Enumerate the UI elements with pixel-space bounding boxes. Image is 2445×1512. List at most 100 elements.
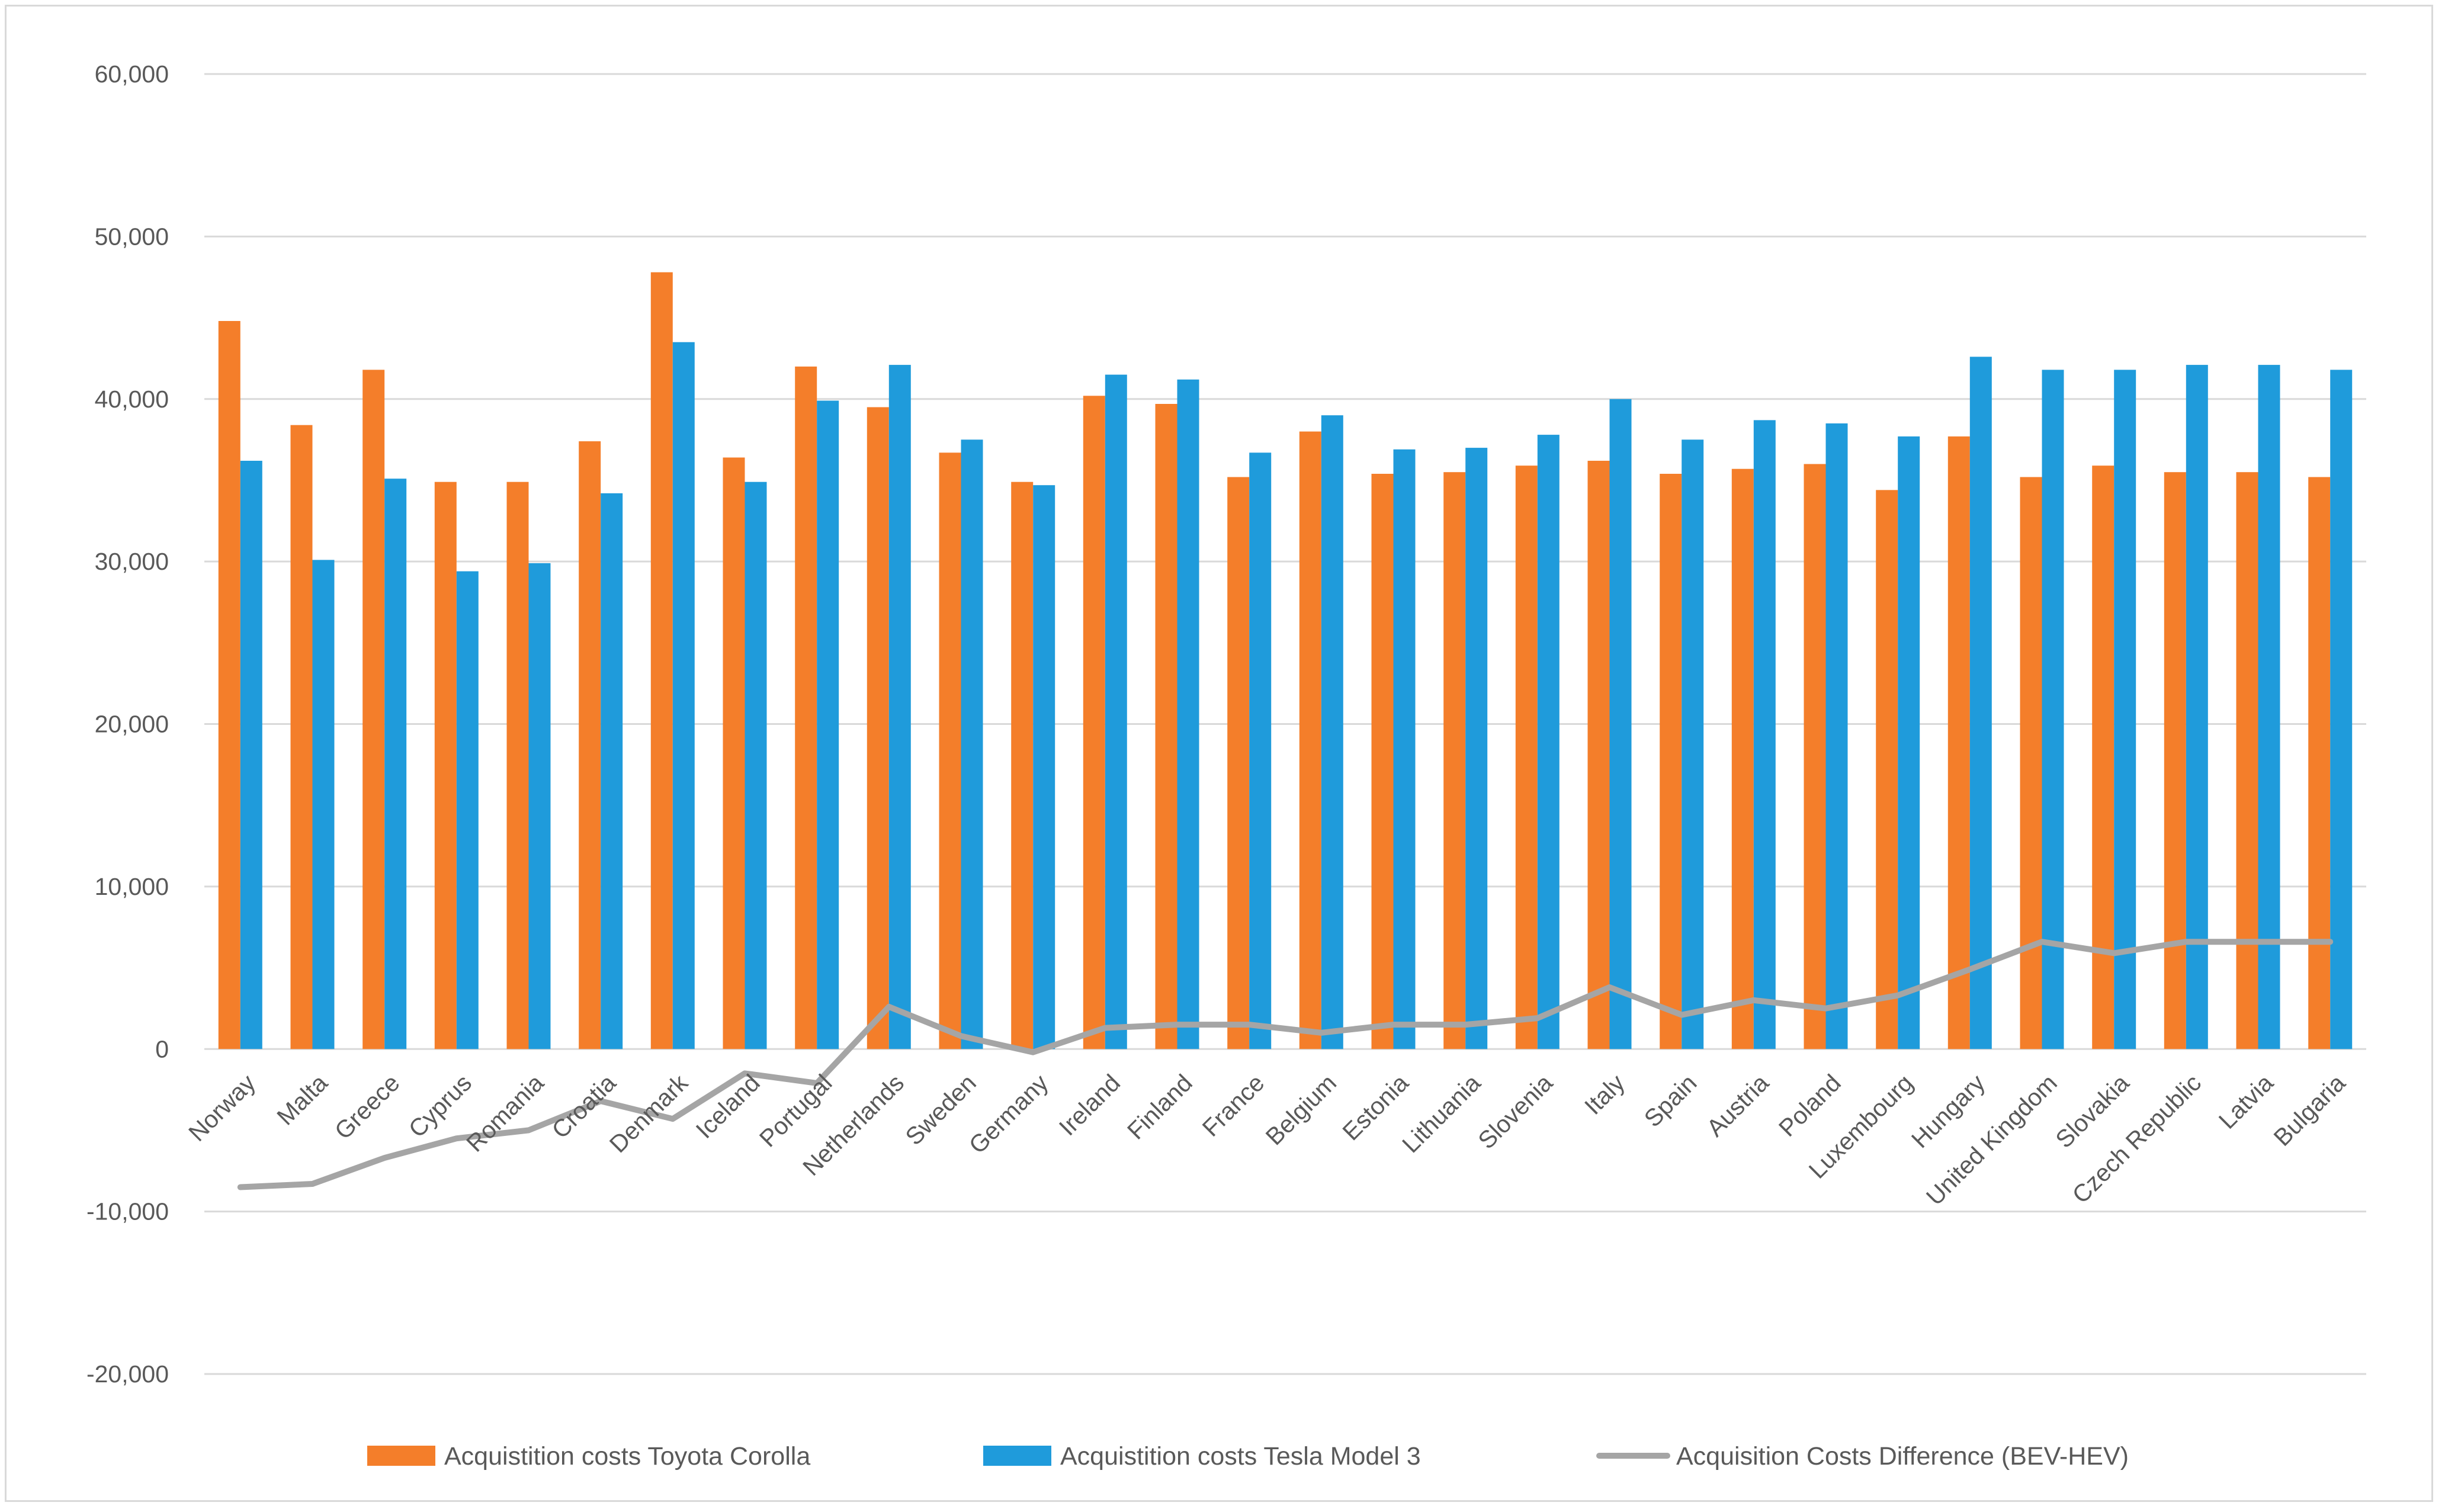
x-category-label: United Kingdom <box>1921 1069 2062 1211</box>
bar-tesla-model-3 <box>745 481 767 1049</box>
bar-tesla-model-3 <box>528 563 551 1049</box>
bar-toyota-corolla <box>939 452 961 1049</box>
bar-tesla-model-3 <box>1321 415 1343 1049</box>
bar-tesla-model-3 <box>1898 436 1920 1049</box>
bar-toyota-corolla <box>1371 474 1394 1049</box>
x-category-label: Finland <box>1122 1069 1198 1145</box>
bar-toyota-corolla <box>2164 472 2186 1049</box>
line-point <box>1609 987 1610 988</box>
x-category-label: Belgium <box>1260 1069 1342 1150</box>
line-point <box>1969 969 1971 970</box>
bar-toyota-corolla <box>1083 396 1105 1049</box>
legend: Acquistition costs Toyota Corolla Acquist… <box>367 1442 2129 1471</box>
bar-toyota-corolla <box>650 272 673 1049</box>
x-category-label: Norway <box>183 1069 261 1147</box>
bar-toyota-corolla <box>1515 466 1538 1049</box>
bar-toyota-corolla <box>1660 474 1682 1049</box>
bar-tesla-model-3 <box>2042 370 2064 1049</box>
y-tick-label: 10,000 <box>95 873 169 900</box>
bar-tesla-model-3 <box>672 342 695 1049</box>
bar-tesla-model-3 <box>1177 379 1199 1049</box>
y-tick-label: -10,000 <box>86 1198 169 1225</box>
y-tick-label: 60,000 <box>95 60 169 88</box>
bar-toyota-corolla <box>1731 468 1754 1049</box>
bar-toyota-corolla <box>1227 477 1250 1049</box>
difference-line <box>237 939 2334 1190</box>
bar-tesla-model-3 <box>961 439 983 1049</box>
bar-toyota-corolla <box>795 366 817 1049</box>
bar-tesla-model-3 <box>2330 370 2353 1049</box>
bar-tesla-model-3 <box>1969 357 1992 1049</box>
legend-label: Acquisition Costs Difference (BEV-HEV) <box>1676 1442 2129 1471</box>
y-tick-label: 30,000 <box>95 548 169 575</box>
line-point <box>1825 1008 1826 1009</box>
bar-tesla-model-3 <box>1465 448 1488 1049</box>
x-category-label: Cyprus <box>403 1069 477 1142</box>
bar-tesla-model-3 <box>1537 435 1560 1049</box>
y-tick-label: -20,000 <box>86 1360 169 1388</box>
bar-toyota-corolla <box>2308 477 2331 1049</box>
x-category-label: Malta <box>271 1069 333 1131</box>
legend-label: Acquistition costs Toyota Corolla <box>444 1442 810 1471</box>
x-category-label: Romania <box>461 1069 549 1157</box>
bar-tesla-model-3 <box>1393 449 1416 1049</box>
bar-toyota-corolla <box>1011 481 1034 1049</box>
bar-tesla-model-3 <box>1105 374 1127 1049</box>
x-category-label: France <box>1197 1069 1270 1142</box>
line-point <box>1537 1017 1538 1019</box>
y-tick-label: 0 <box>155 1035 169 1062</box>
x-category-label: Poland <box>1773 1069 1846 1142</box>
bar-toyota-corolla <box>2236 472 2258 1049</box>
bar-toyota-corolla <box>2020 477 2042 1049</box>
legend-swatch <box>367 1446 435 1466</box>
x-category-label: Bulgaria <box>2268 1069 2351 1151</box>
bar-tesla-model-3 <box>456 571 479 1049</box>
bar-toyota-corolla <box>723 457 745 1049</box>
legend-label: Acquistition costs Tesla Model 3 <box>1060 1442 1421 1471</box>
bar-toyota-corolla <box>218 321 240 1049</box>
bar-tesla-model-3 <box>240 461 262 1049</box>
bar-toyota-corolla <box>579 441 601 1049</box>
line-acquisition-cost-difference <box>237 939 2334 1190</box>
x-category-label: Austria <box>1701 1069 1774 1142</box>
line-point <box>888 1006 890 1007</box>
x-category-label: Germany <box>964 1069 1054 1159</box>
y-tick-label: 50,000 <box>95 223 169 250</box>
bar-toyota-corolla <box>2092 466 2114 1049</box>
line-point <box>528 1129 529 1131</box>
bar-toyota-corolla <box>1443 472 1466 1049</box>
y-axis-ticks: 60,000 50,000 40,000 30,000 20,000 10,000 0 -10… <box>86 60 169 1388</box>
bar-toyota-corolla <box>1804 464 1826 1049</box>
bar-toyota-corolla <box>434 481 457 1049</box>
bar-toyota-corolla <box>1155 404 1177 1049</box>
line-point <box>456 1138 457 1139</box>
bar-tesla-model-3 <box>384 479 407 1049</box>
bar-toyota-corolla <box>1587 461 1610 1049</box>
bar-tesla-model-3 <box>2186 365 2208 1049</box>
bar-tesla-model-3 <box>1753 420 1776 1049</box>
bar-tesla-model-3 <box>2114 370 2136 1049</box>
legend-swatch <box>983 1446 1051 1466</box>
chart-frame <box>5 5 2433 1502</box>
bar-toyota-corolla <box>1947 436 1970 1049</box>
bar-toyota-corolla <box>1299 431 1321 1049</box>
bar-tesla-model-3 <box>1033 485 1055 1049</box>
x-category-label: Slovenia <box>1472 1069 1558 1154</box>
x-category-label: Latvia <box>2213 1069 2279 1134</box>
x-axis-labels: Norway MaltaGreeceCyprusRomaniaCroatiaDen… <box>183 1069 2350 1211</box>
bar-toyota-corolla <box>362 370 385 1049</box>
bar-toyota-corolla <box>290 425 313 1049</box>
y-tick-label: 40,000 <box>95 386 169 413</box>
x-category-label: Lithuania <box>1397 1069 1485 1158</box>
bar-tesla-model-3 <box>2258 365 2280 1049</box>
bar-tesla-model-3 <box>312 560 335 1049</box>
bar-tesla-model-3 <box>601 493 623 1049</box>
bar-toyota-corolla <box>506 481 529 1049</box>
x-category-label: Spain <box>1639 1069 1702 1132</box>
bar-toyota-corolla <box>867 407 889 1049</box>
bars <box>218 272 2353 1049</box>
x-category-label: Italy <box>1579 1069 1630 1120</box>
bar-toyota-corolla <box>1876 490 1898 1049</box>
bar-tesla-model-3 <box>1825 423 1848 1049</box>
